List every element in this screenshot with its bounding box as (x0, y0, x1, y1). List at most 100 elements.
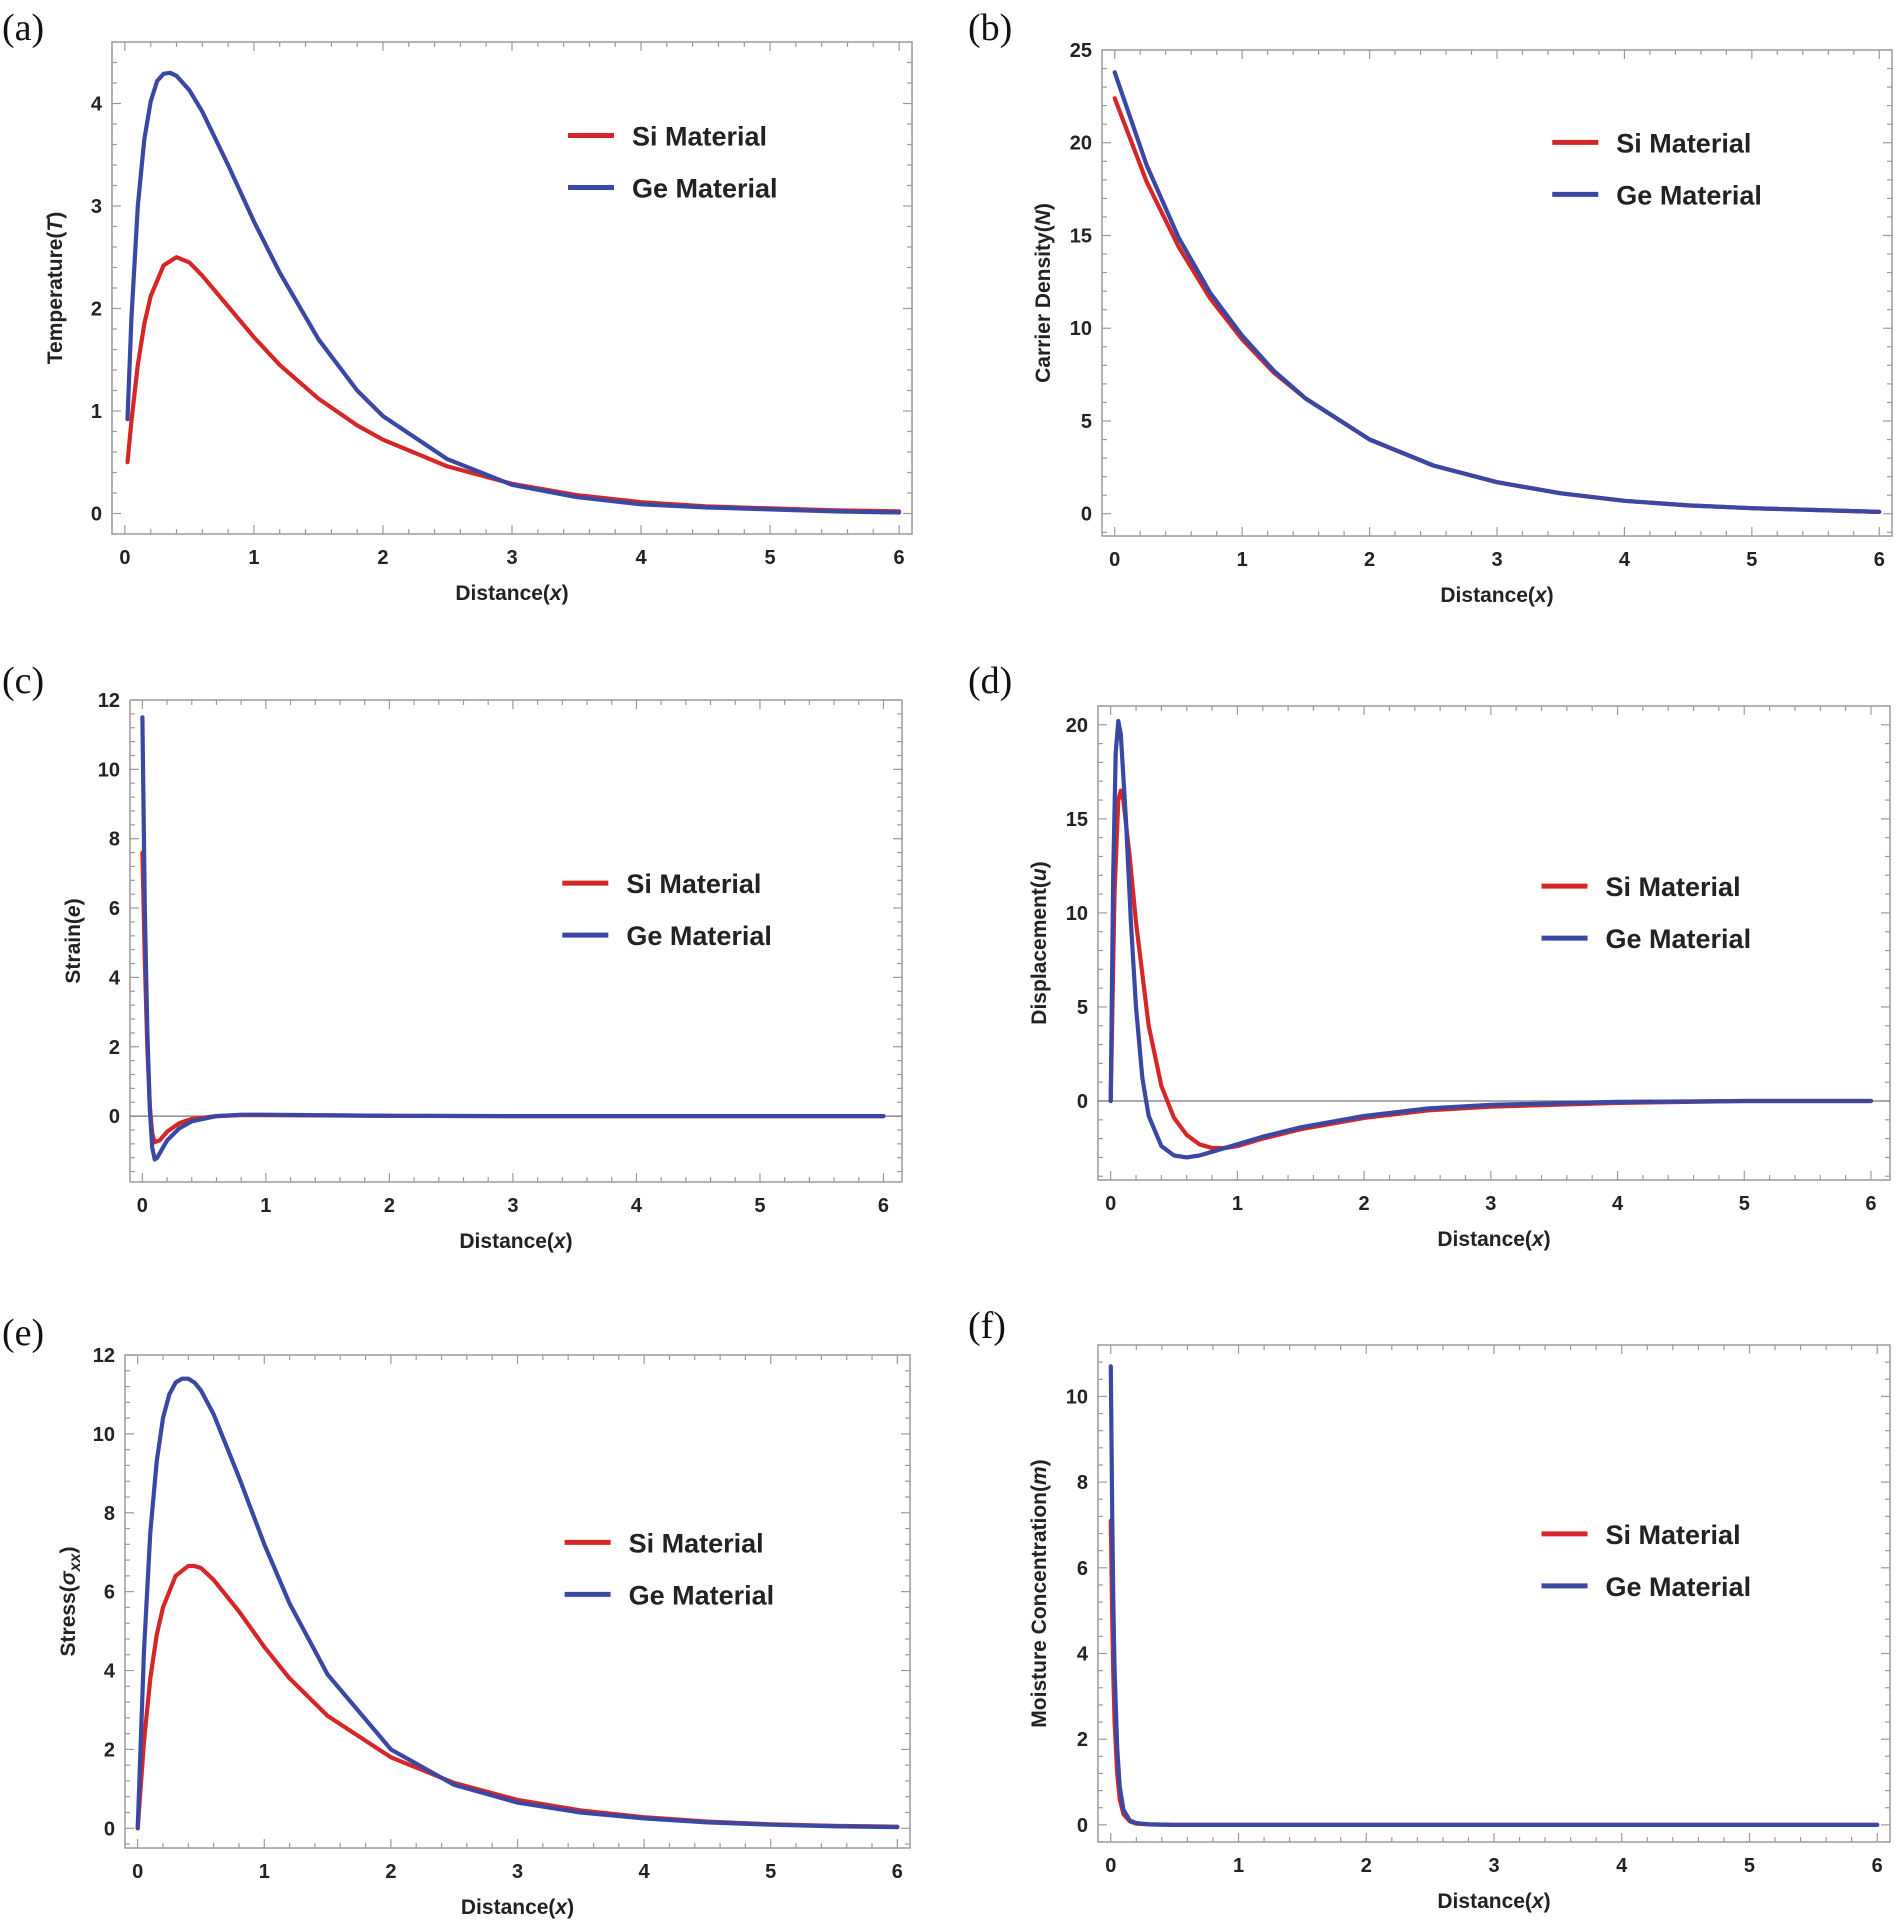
legend-label-si: Si Material (626, 869, 761, 899)
legend-label-si: Si Material (1606, 872, 1741, 902)
chart-panel-3: (c)0 1 2 3 4 5 6024681012Distance(x)Strain(e)S… (2, 660, 903, 1253)
panel-label: (d) (968, 660, 1012, 702)
series-line-si (125, 255, 902, 514)
x-tick-label: 3 (1491, 549, 1502, 571)
y-axis-label-text: Strain( (62, 917, 85, 984)
legend-label-ge: Ge Material (626, 921, 772, 951)
legend-label-si: Si Material (1616, 128, 1751, 158)
y-tick-label: 4 (1077, 1643, 1089, 1665)
x-axis-label: Distance(x) (455, 582, 568, 605)
y-tick-label: 6 (1077, 1558, 1088, 1580)
x-axis-label-text: Distance( (1437, 1890, 1532, 1913)
panel-label: (f) (968, 1305, 1006, 1347)
x-tick-label: 1 (1232, 1193, 1243, 1215)
y-tick-label: 2 (91, 299, 102, 321)
x-tick-label: 3 (512, 1861, 523, 1883)
legend-label-si: Si Material (632, 121, 767, 151)
series-line-ge (135, 1376, 900, 1831)
series-line-ge (1108, 718, 1874, 1160)
y-axis-label-variable: T (44, 217, 67, 232)
y-tick-label: 8 (104, 1503, 115, 1525)
y-axis-label-close: ) (57, 1547, 80, 1554)
legend-label-ge: Ge Material (1616, 180, 1762, 210)
x-tick-label: 6 (1865, 1193, 1876, 1215)
legend-label-ge: Ge Material (1606, 1572, 1752, 1602)
plot-frame (1097, 705, 1891, 1181)
x-tick-label: 6 (878, 1195, 889, 1217)
x-axis-label: Distance(x) (1437, 1890, 1550, 1913)
series-line-ge (140, 715, 886, 1162)
series-line-ge (125, 70, 902, 515)
chart-panel-5: (e)0 1 2 3 4 5 6024681012Distance(x)Stress(σxx… (2, 1312, 911, 1919)
x-axis-label: Distance(x) (459, 1230, 572, 1253)
x-axis-label-text: Distance( (455, 582, 550, 605)
x-tick-label: 6 (892, 1861, 903, 1883)
panel-label: (c) (2, 660, 44, 702)
y-axis-label-close: ) (62, 898, 85, 905)
y-axis-label: Stress(σxx) (57, 1547, 84, 1657)
y-tick-label: 3 (91, 196, 102, 218)
x-tick-label: 2 (1359, 1193, 1370, 1215)
y-axis-label-text: Temperature( (44, 232, 67, 365)
x-tick-label: 4 (1619, 549, 1631, 571)
x-tick-label: 0 (1105, 1855, 1116, 1877)
series-line-ge (1108, 1364, 1880, 1827)
x-tick-label: 6 (894, 547, 905, 569)
x-tick-label: 4 (1616, 1855, 1628, 1877)
y-tick-label: 15 (1070, 225, 1092, 247)
x-axis-label: Distance(x) (1437, 1228, 1550, 1251)
y-axis-label-text: Moisture Concentration( (1028, 1485, 1051, 1728)
plot-frame (1101, 49, 1893, 537)
y-tick-label: 10 (98, 759, 120, 781)
x-axis-label-text: Distance( (459, 1230, 554, 1253)
y-tick-label: 2 (104, 1739, 115, 1761)
x-tick-label: 0 (1109, 549, 1120, 571)
y-tick-label: 4 (109, 967, 121, 989)
y-axis-label-text: Carrier Density( (1032, 225, 1055, 383)
y-axis-label-text: Displacement( (1028, 881, 1051, 1025)
panel-label: (b) (968, 7, 1012, 49)
y-tick-label: 20 (1070, 133, 1092, 155)
y-tick-label: 25 (1070, 40, 1092, 62)
plot-frame (1097, 1344, 1891, 1843)
y-tick-label: 4 (91, 94, 103, 116)
x-axis-label-variable: x (1531, 1890, 1545, 1913)
legend-label-ge: Ge Material (632, 173, 778, 203)
x-tick-label: 6 (1874, 549, 1885, 571)
y-tick-label: 15 (1066, 809, 1088, 831)
x-axis-label-close: ) (562, 582, 569, 605)
y-tick-label: 20 (1066, 715, 1088, 737)
y-tick-label: 4 (104, 1661, 116, 1683)
y-axis-label-close: ) (44, 212, 67, 219)
x-tick-label: 2 (385, 1861, 396, 1883)
y-tick-label: 8 (109, 829, 120, 851)
x-tick-label: 5 (1739, 1193, 1750, 1215)
x-tick-label: 2 (377, 547, 388, 569)
y-axis-label-variable: N (1032, 209, 1055, 225)
x-axis-label-text: Distance( (461, 1896, 556, 1919)
x-tick-label: 0 (132, 1861, 143, 1883)
plot-frame (111, 41, 913, 535)
y-axis-label: Displacement(u) (1028, 861, 1051, 1024)
panel-label: (e) (2, 1312, 44, 1354)
y-tick-label: 10 (1070, 318, 1092, 340)
y-tick-label: 8 (1077, 1472, 1088, 1494)
x-axis-label-close: ) (1544, 1228, 1551, 1251)
y-tick-label: 10 (1066, 903, 1088, 925)
x-tick-label: 5 (765, 1861, 776, 1883)
legend-label-si: Si Material (629, 1528, 764, 1558)
x-axis-label-text: Distance( (1440, 584, 1535, 607)
x-tick-label: 2 (1364, 549, 1375, 571)
x-axis-label-text: Distance( (1437, 1228, 1532, 1251)
x-tick-label: 3 (507, 1195, 518, 1217)
y-tick-label: 0 (1077, 1815, 1088, 1837)
x-tick-label: 5 (765, 547, 776, 569)
chart-panel-1: (a)0 1 2 3 4 5 601234Distance(x)Temperature(T)… (2, 7, 913, 605)
x-tick-label: 4 (1612, 1193, 1624, 1215)
x-tick-label: 4 (631, 1195, 643, 1217)
y-axis-label: Strain(e) (62, 898, 85, 983)
series-line-si (1108, 1518, 1880, 1827)
x-axis-label-variable: x (1534, 584, 1548, 607)
x-axis-label-variable: x (554, 1896, 568, 1919)
x-tick-label: 1 (259, 1861, 270, 1883)
